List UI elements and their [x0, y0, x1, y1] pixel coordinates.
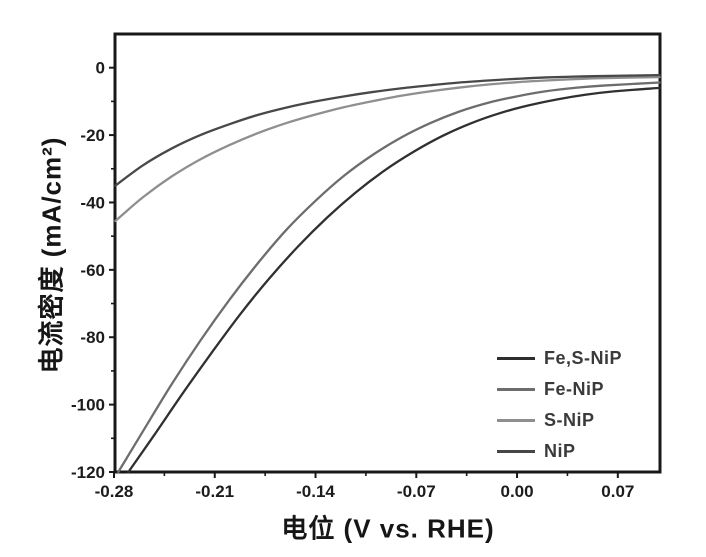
legend: Fe,S-NiP Fe-NiP S-NiP NiP — [497, 343, 622, 467]
y-tick-label: -100 — [71, 396, 105, 415]
legend-line-sample — [497, 450, 535, 453]
legend-item-nip: NiP — [497, 436, 622, 467]
legend-item-fe-s-nip: Fe,S-NiP — [497, 343, 622, 374]
y-tick-label: -40 — [80, 193, 105, 212]
x-tick-label: -0.07 — [397, 482, 436, 501]
x-tick-label: -0.28 — [95, 482, 134, 501]
y-tick-label: -80 — [80, 328, 105, 347]
y-tick-label: 0 — [96, 59, 105, 78]
legend-label: Fe,S-NiP — [544, 348, 623, 368]
legend-line-sample — [497, 357, 535, 360]
curve-fe-s-nip — [127, 86, 661, 474]
plot-frame — [113, 32, 662, 474]
y-tick-label: -20 — [80, 126, 105, 145]
legend-item-s-nip: S-NiP — [497, 405, 622, 436]
legend-item-fe-nip: Fe-NiP — [497, 374, 622, 405]
curves — [114, 73, 661, 474]
x-axis-label: 电位 (V vs. RHE) — [281, 513, 495, 544]
x-tick-label: -0.21 — [195, 482, 234, 501]
y-tick-label: -60 — [80, 261, 105, 280]
legend-label: NiP — [544, 441, 576, 461]
legend-line-sample — [497, 419, 535, 422]
y-tick-label: -120 — [71, 463, 105, 482]
x-axis-ticks: -0.28 -0.21 -0.14 -0.07 0.00 0.07 — [95, 472, 634, 501]
y-axis-label: 电流密度 (mA/cm²) — [36, 136, 67, 374]
legend-label: Fe-NiP — [544, 379, 605, 399]
legend-line-sample — [497, 388, 535, 391]
curve-s-nip — [114, 75, 661, 223]
x-tick-label: -0.14 — [296, 482, 335, 501]
legend-label: S-NiP — [544, 410, 595, 430]
y-axis-ticks: 0 -20 -40 -60 -80 -100 -120 — [71, 59, 115, 482]
x-tick-label: 0.00 — [501, 482, 534, 501]
x-tick-label: 0.07 — [601, 482, 634, 501]
curve-fe-nip — [117, 81, 661, 474]
curve-nip — [114, 73, 661, 187]
